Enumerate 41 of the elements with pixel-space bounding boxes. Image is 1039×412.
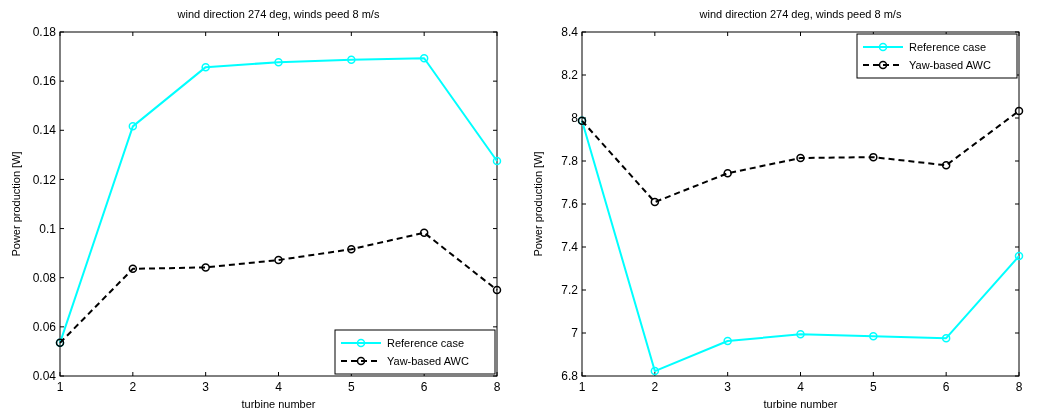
x-tick-label: 3 — [724, 380, 732, 394]
y-tick-label: 0.08 — [32, 270, 57, 285]
x-tick-label: 1 — [56, 380, 64, 394]
x-tick-label: 5 — [869, 380, 877, 394]
x-tick-label: 3 — [202, 380, 210, 394]
legend-label: Yaw-based AWC — [909, 58, 991, 71]
y-axis-title: Power production [W] — [532, 151, 544, 257]
chart-title: wind direction 274 deg, winds peed 8 m/s — [176, 8, 380, 20]
y-tick-label: 7.4 — [561, 240, 579, 255]
y-tick-label: 8 — [571, 111, 579, 126]
x-tick-label: 6 — [942, 380, 950, 394]
x-tick-label: 8 — [493, 380, 501, 394]
y-tick-label: 0.14 — [32, 123, 57, 138]
y-tick-label: 6.8 — [561, 369, 579, 384]
legend-label: Reference case — [909, 40, 987, 53]
y-tick-label: 0.06 — [32, 320, 57, 335]
y-tick-label: 8.4 — [561, 25, 579, 40]
y-tick-label: 0.04 — [32, 369, 57, 384]
y-tick-label: 0.18 — [32, 25, 57, 40]
y-tick-label: 0.12 — [32, 172, 57, 187]
x-tick-label: 2 — [129, 380, 137, 394]
y-tick-label: 7.6 — [561, 197, 579, 212]
y-tick-label: 0.16 — [32, 74, 57, 89]
y-tick-label: 7.8 — [561, 154, 579, 169]
legend-label: Yaw-based AWC — [387, 354, 469, 367]
y-tick-label: 8.2 — [561, 68, 579, 83]
x-axis-title: turbine number — [763, 398, 838, 410]
x-tick-label: 4 — [797, 380, 805, 394]
y-tick-label: 7.2 — [561, 283, 579, 298]
y-tick-label: 7 — [571, 326, 579, 341]
y-tick-label: 0.1 — [39, 221, 57, 236]
x-tick-label: 6 — [420, 380, 428, 394]
x-tick-label: 4 — [275, 380, 283, 394]
x-axis-title: turbine number — [241, 398, 316, 410]
chart-title: wind direction 274 deg, winds peed 8 m/s — [698, 8, 902, 20]
legend-label: Reference case — [387, 336, 465, 349]
x-tick-label: 8 — [1015, 380, 1023, 394]
x-tick-label: 5 — [347, 380, 355, 394]
x-tick-label: 1 — [578, 380, 586, 394]
x-tick-label: 2 — [651, 380, 659, 394]
y-axis-title: Power production [W] — [10, 151, 22, 257]
